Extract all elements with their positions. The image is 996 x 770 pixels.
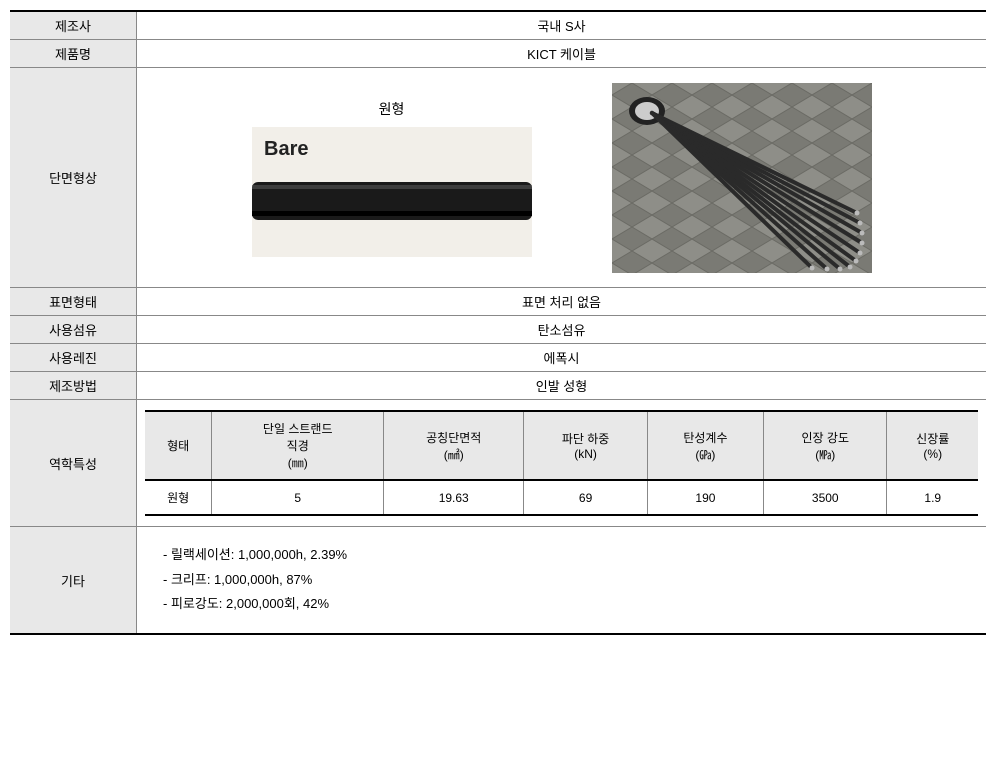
etc-line-2: - 크리프: 1,000,000h, 87%	[163, 568, 978, 593]
mech-val-tensile: 3500	[764, 480, 887, 515]
mech-hdr-break: 파단 하중 (kN)	[524, 411, 647, 480]
row-resin-label: 사용레진	[10, 344, 137, 372]
bundle-rods-image	[612, 83, 872, 273]
row-product-value: KICT 케이블	[137, 40, 987, 68]
mech-val-elong: 1.9	[887, 480, 978, 515]
mech-val-modulus: 190	[647, 480, 763, 515]
mech-hdr-tensile: 인장 강도 (㎫)	[764, 411, 887, 480]
row-fiber-label: 사용섬유	[10, 316, 137, 344]
row-fiber-value: 탄소섬유	[137, 316, 987, 344]
row-surface-value: 표면 처리 없음	[137, 288, 987, 316]
mech-hdr-modulus: 탄성계수 (㎬)	[647, 411, 763, 480]
mech-hdr-area: 공칭단면적 (㎟)	[384, 411, 524, 480]
mech-hdr-shape: 형태	[145, 411, 212, 480]
row-mech-value: 형태 단일 스트랜드 직경 (㎜) 공칭단면적 (㎟) 파단 하중 (kN) 탄…	[137, 400, 987, 527]
mech-hdr-elong: 신장률 (%)	[887, 411, 978, 480]
row-method-label: 제조방법	[10, 372, 137, 400]
row-surface-label: 표면형태	[10, 288, 137, 316]
row-mech-label: 역학특성	[10, 400, 137, 527]
mech-val-shape: 원형	[145, 480, 212, 515]
row-manufacturer-value: 국내 S사	[137, 11, 987, 40]
mech-hdr-diameter: 단일 스트랜드 직경 (㎜)	[212, 411, 384, 480]
bare-label-text: Bare	[264, 138, 308, 160]
row-etc-label: 기타	[10, 527, 137, 635]
row-section-shape-label: 단면형상	[10, 68, 137, 288]
row-section-shape-images: 원형 Bare	[137, 68, 987, 288]
image-caption-shape: 원형	[379, 99, 405, 119]
spec-table: 제조사 국내 S사 제품명 KICT 케이블 단면형상 원형 Bare	[10, 10, 986, 635]
row-method-value: 인발 성형	[137, 372, 987, 400]
mech-val-break: 69	[524, 480, 647, 515]
row-manufacturer-label: 제조사	[10, 11, 137, 40]
mech-val-area: 19.63	[384, 480, 524, 515]
mech-val-diameter: 5	[212, 480, 384, 515]
row-etc-value: - 릴랙세이션: 1,000,000h, 2.39% - 크리프: 1,000,…	[137, 527, 987, 635]
etc-line-1: - 릴랙세이션: 1,000,000h, 2.39%	[163, 543, 978, 568]
bare-rod-image: Bare	[252, 127, 532, 257]
etc-line-3: - 피로강도: 2,000,000회, 42%	[163, 592, 978, 617]
row-product-label: 제품명	[10, 40, 137, 68]
row-resin-value: 에폭시	[137, 344, 987, 372]
mech-properties-table: 형태 단일 스트랜드 직경 (㎜) 공칭단면적 (㎟) 파단 하중 (kN) 탄…	[145, 410, 978, 516]
